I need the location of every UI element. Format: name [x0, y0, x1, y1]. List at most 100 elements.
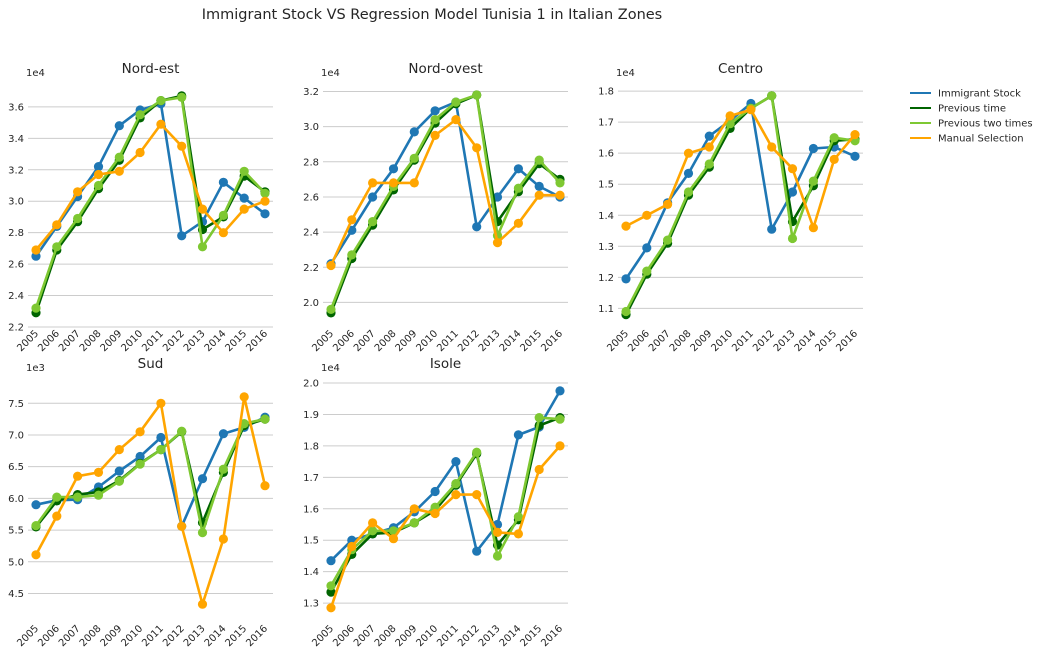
x-tick-label: 2011 — [435, 328, 461, 354]
y-tick-label: 1.3 — [598, 242, 614, 253]
y-tick-label: 1.7 — [303, 473, 319, 484]
data-point — [451, 490, 461, 500]
data-point — [808, 176, 819, 186]
subplots: Nord-est1e42.22.42.62.83.03.23.43.620052… — [8, 61, 863, 649]
series-line — [35, 416, 266, 528]
data-point — [218, 534, 228, 544]
data-point — [218, 429, 228, 439]
data-point — [808, 223, 819, 233]
series-line — [329, 118, 560, 267]
data-point — [451, 479, 461, 489]
data-point — [704, 159, 714, 169]
data-point — [555, 178, 565, 188]
legend-entry: Immigrant Stock — [910, 89, 1021, 100]
series-line — [329, 93, 561, 310]
data-point — [534, 413, 544, 423]
data-point — [326, 556, 336, 566]
data-point — [555, 190, 565, 200]
x-tick-label: 2007 — [647, 328, 673, 354]
y-tick-label: 2.8 — [8, 228, 24, 239]
y-tick-label: 7.5 — [8, 399, 24, 410]
series-line — [34, 395, 267, 606]
data-point — [472, 222, 482, 232]
data-point — [93, 162, 104, 172]
data-point — [326, 603, 336, 613]
data-point — [31, 500, 41, 510]
data-point — [156, 96, 166, 106]
series-manual-selection — [326, 441, 565, 613]
x-tick-label: 2011 — [140, 623, 166, 649]
data-point — [683, 148, 694, 158]
data-point — [767, 224, 777, 234]
data-point — [135, 451, 145, 462]
data-point — [368, 518, 378, 528]
series-line — [34, 122, 266, 251]
data-point — [239, 204, 249, 214]
data-point — [73, 492, 83, 502]
x-tick-label: 2007 — [57, 623, 83, 649]
x-tick-label: 2013 — [477, 328, 503, 354]
data-point — [177, 231, 187, 241]
data-point — [156, 432, 166, 443]
data-point — [368, 217, 378, 227]
data-point — [197, 528, 208, 538]
x-tick-label: 2014 — [498, 623, 524, 649]
y-tick-label: 4.5 — [8, 589, 24, 600]
series-manual-selection — [31, 392, 270, 609]
x-tick-label: 2008 — [373, 623, 399, 649]
x-tick-label: 2012 — [161, 623, 187, 649]
data-point — [156, 119, 166, 129]
data-point — [555, 441, 565, 451]
x-tick-label: 2006 — [36, 623, 62, 649]
data-point — [239, 193, 249, 203]
y-tick-label: 1.2 — [598, 273, 614, 284]
y-tick-label: 7.0 — [8, 430, 24, 441]
series-line — [330, 390, 562, 562]
y-tick-label: 3.0 — [303, 122, 319, 133]
legend-label: Previous two times — [938, 119, 1033, 130]
data-point — [430, 486, 440, 497]
data-point — [409, 153, 419, 163]
data-point — [52, 492, 62, 502]
x-tick-label: 2006 — [626, 328, 652, 354]
data-point — [239, 392, 249, 402]
y-tick-label: 1.6 — [303, 504, 319, 515]
data-point — [347, 541, 357, 552]
x-tick-label: 2016 — [244, 623, 270, 649]
series-previous-two-times — [31, 92, 270, 313]
x-tick-label: 2016 — [539, 328, 565, 354]
data-point — [430, 508, 440, 519]
x-tick-label: 2013 — [182, 623, 208, 649]
data-point — [513, 218, 524, 228]
data-point — [430, 502, 440, 512]
data-point — [683, 187, 694, 197]
x-tick-label: 2015 — [814, 328, 840, 354]
x-tick-label: 2013 — [477, 623, 503, 649]
data-point — [239, 166, 249, 176]
x-tick-label: 2012 — [161, 328, 187, 354]
series-previous-two-times — [31, 414, 270, 538]
y-tick-label: 1.4 — [598, 211, 614, 222]
x-tick-label: 2015 — [224, 328, 250, 354]
subplot-title: Centro — [718, 61, 763, 77]
data-point — [93, 490, 104, 500]
x-tick-label: 2013 — [182, 328, 208, 354]
data-point — [326, 260, 336, 271]
series-line — [329, 445, 561, 609]
data-point — [409, 127, 419, 137]
x-tick-label: 2006 — [331, 623, 357, 649]
data-point — [534, 181, 544, 191]
data-point — [534, 190, 544, 200]
x-tick-label: 2011 — [435, 623, 461, 649]
x-tick-label: 2010 — [119, 623, 145, 649]
y-tick-label: 1.8 — [598, 87, 614, 98]
axis-multiplier: 1e4 — [26, 68, 45, 79]
data-point — [409, 504, 419, 514]
y-tick-label: 3.2 — [303, 87, 319, 98]
data-point — [534, 155, 544, 165]
data-point — [451, 457, 461, 467]
data-point — [368, 526, 378, 536]
legend-label: Manual Selection — [938, 134, 1024, 145]
data-point — [621, 306, 631, 317]
